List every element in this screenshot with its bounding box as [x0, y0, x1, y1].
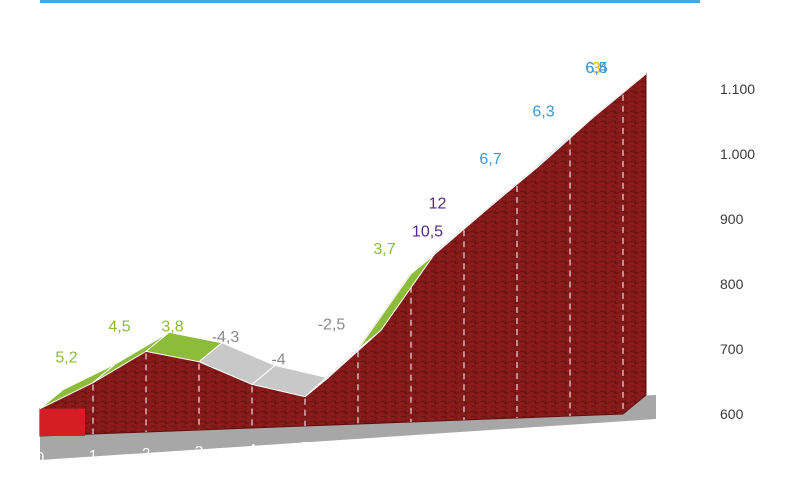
x-tick-label: 9 [513, 431, 521, 448]
gradient-label: 4,5 [108, 318, 130, 335]
gradient-sublabel: 10,5 [412, 223, 443, 240]
gradient-label: -2,5 [318, 316, 346, 333]
x-tick-label: 11 [615, 427, 631, 444]
x-tick-label: 4 [248, 441, 256, 458]
gradient-label: -4,3 [212, 329, 240, 346]
gradient-label: 5,2 [55, 350, 77, 367]
x-tick-label: 1 [89, 447, 97, 464]
gradient-label: 12 [429, 195, 447, 212]
x-tick-label: 10 [562, 429, 579, 446]
terrain-profile [39, 72, 647, 437]
gradient-label: -4 [271, 351, 285, 368]
x-tick-label: 7 [407, 435, 415, 452]
start-block [40, 408, 85, 436]
x-tick-label: 2 [142, 445, 150, 462]
x-tick-label: 8 [460, 433, 468, 450]
x-tick-label: 5 [301, 439, 309, 456]
gradient-label: 3 [592, 60, 601, 77]
gradient-segment [569, 73, 647, 137]
x-tick-label: 6 [354, 437, 362, 454]
y-tick-label: 700 [720, 341, 744, 357]
y-tick-label: 900 [720, 211, 744, 227]
gradient-label: 3,8 [161, 318, 183, 335]
x-tick-label: 0 [36, 449, 44, 466]
y-tick-label: 600 [720, 406, 744, 422]
y-tick-label: 1.100 [720, 81, 755, 97]
gradient-label: 6,5 [585, 60, 607, 77]
y-tick-label: 800 [720, 276, 744, 292]
x-tick-label: 3 [195, 443, 203, 460]
gradient-label: 6,7 [479, 151, 501, 168]
gradient-label: 6,3 [532, 104, 554, 121]
gradient-label: 3,7 [373, 241, 395, 258]
y-tick-label: 1.000 [720, 146, 755, 162]
gradient-label: 6,4 [585, 60, 607, 77]
top-accent-bar [40, 0, 700, 3]
